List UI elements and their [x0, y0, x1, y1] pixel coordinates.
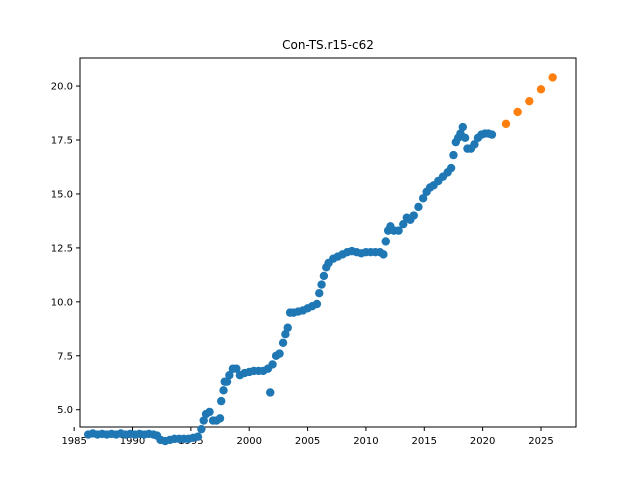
data-point: [268, 360, 277, 369]
data-point: [394, 226, 403, 235]
data-point: [381, 237, 390, 246]
data-point: [266, 388, 275, 397]
data-point: [449, 150, 458, 160]
plot-frame: [79, 57, 577, 428]
data-point: [446, 163, 456, 173]
data-point: [199, 416, 208, 425]
data-point: [399, 219, 408, 229]
data-point: [414, 202, 423, 212]
x-tick-label: 2010: [353, 436, 378, 447]
data-point: [205, 407, 214, 417]
x-tick-label: 2020: [470, 436, 495, 447]
y-tick-label: 20.0: [51, 82, 73, 93]
data-point: [487, 130, 497, 139]
data-point: [197, 424, 206, 434]
data-point: [315, 289, 324, 298]
y-tick-label: 12.5: [51, 243, 73, 254]
data-point: [312, 299, 322, 309]
data-point: [536, 85, 546, 94]
x-tick-label: 2025: [528, 436, 553, 447]
data-point: [458, 122, 467, 132]
x-tick-label: 1990: [120, 436, 145, 447]
data-point: [548, 73, 557, 82]
series-1: [501, 73, 557, 129]
data-point: [460, 133, 470, 143]
chart-title: Con-TS.r15-c62: [282, 38, 374, 52]
y-tick-label: 7.5: [57, 351, 73, 362]
series-0: [83, 122, 497, 446]
y-tick-label: 10.0: [51, 297, 73, 308]
x-tick-label: 1985: [61, 436, 86, 447]
data-point: [281, 330, 290, 339]
data-point: [232, 364, 241, 373]
data-point: [222, 377, 232, 386]
data-points: [83, 73, 557, 446]
data-point: [283, 323, 292, 332]
data-point: [225, 371, 234, 380]
y-tick-label: 15.0: [51, 189, 73, 200]
axes: 1985199019952000200520102015202020255.07…: [51, 57, 577, 447]
data-point: [219, 386, 228, 395]
x-tick-label: 2015: [412, 436, 437, 447]
data-point: [409, 211, 418, 220]
y-tick-label: 5.0: [57, 405, 73, 416]
data-point: [513, 107, 522, 117]
data-point: [317, 280, 326, 289]
data-point: [501, 119, 511, 129]
data-point: [193, 432, 203, 441]
data-point: [418, 194, 428, 203]
data-point: [470, 140, 479, 149]
data-point: [319, 271, 329, 281]
data-point: [278, 338, 288, 348]
x-tick-label: 2005: [295, 436, 320, 447]
data-point: [217, 396, 226, 406]
y-tick-label: 17.5: [51, 136, 73, 147]
x-tick-label: 2000: [236, 436, 261, 447]
data-point: [525, 96, 534, 106]
data-point: [275, 349, 284, 358]
data-point: [215, 414, 225, 423]
data-point: [379, 250, 388, 259]
